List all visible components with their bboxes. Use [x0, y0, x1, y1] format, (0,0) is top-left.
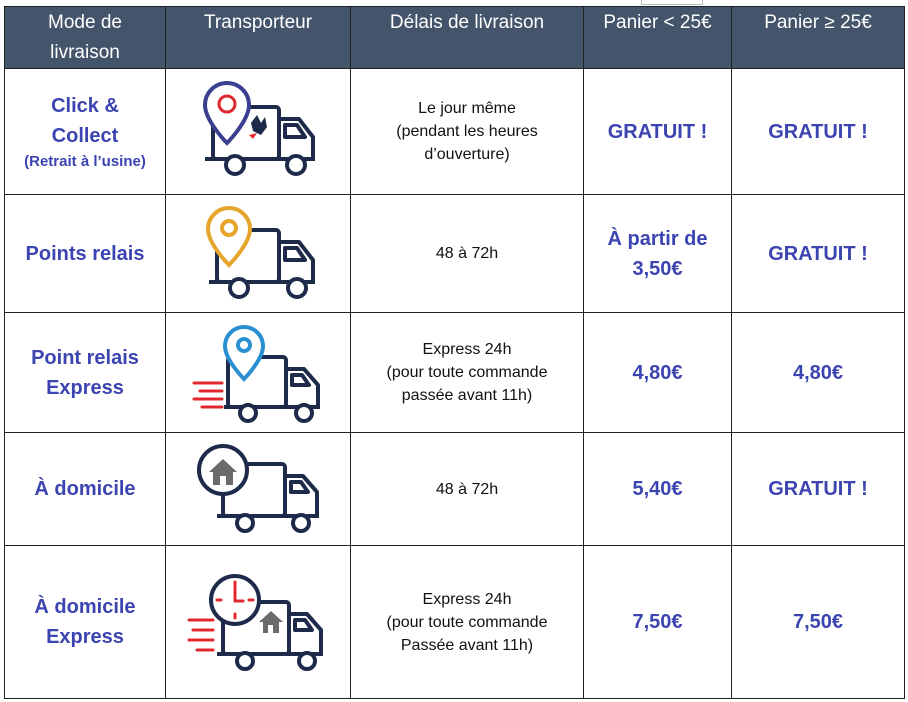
- price-high: GRATUIT !: [768, 120, 868, 143]
- delay-cell: Le jour même (pendant les heures d’ouver…: [350, 68, 584, 195]
- price-low: 7,50€: [632, 611, 683, 633]
- delay-line: Le jour même: [418, 100, 516, 117]
- mode-line: À domicile: [34, 596, 136, 618]
- mode-cell: Points relais: [4, 194, 166, 313]
- delay-line: Express 24h: [422, 341, 512, 358]
- price-low: À partir de: [607, 227, 708, 250]
- mode-line: Collect: [51, 124, 119, 147]
- truck-pin-orange-icon: [205, 205, 315, 299]
- carrier-cell: [165, 545, 351, 699]
- delay-line: 48 à 72h: [435, 245, 499, 262]
- price-high: GRATUIT !: [768, 242, 868, 265]
- carrier-cell: [165, 194, 351, 313]
- mode-line: Express: [46, 376, 124, 399]
- mode-cell: À domicile: [4, 432, 166, 546]
- delay-line: Passée avant 11h): [400, 636, 534, 654]
- header-mode: Mode de livraison: [4, 6, 166, 69]
- price-low: 4,80€: [632, 361, 683, 384]
- price-high-cell: GRATUIT !: [731, 68, 905, 195]
- delay-cell: 48 à 72h: [350, 432, 584, 546]
- price-low-cell: 4,80€: [583, 312, 732, 433]
- price-low-cell: GRATUIT !: [583, 68, 732, 195]
- top-edge-mark: [641, 0, 703, 5]
- fast-truck-pin-blue-icon: [192, 324, 320, 423]
- delivery-table: Mode de livraison Transporteur Délais de…: [4, 6, 905, 699]
- price-high: GRATUIT !: [768, 478, 868, 500]
- truck-pin-logo-icon: [202, 80, 315, 176]
- mode-line: Click &: [51, 94, 119, 117]
- delay-line: d’ouverture): [424, 146, 510, 163]
- price-low-cell: À partir de 3,50€: [583, 194, 732, 313]
- delay-cell: Express 24h (pour toute commande Passée …: [350, 545, 584, 699]
- header-row: Mode de livraison Transporteur Délais de…: [4, 6, 905, 69]
- price-low: 5,40€: [632, 478, 683, 500]
- header-basket-high: Panier ≥ 25€: [731, 6, 905, 69]
- carrier-cell: [165, 68, 351, 195]
- header-carrier: Transporteur: [165, 6, 351, 69]
- mode-cell: Click & Collect (Retrait à l’usine): [4, 68, 166, 195]
- delay-line: passée avant 11h): [401, 387, 533, 404]
- header-basket-low: Panier < 25€: [583, 6, 732, 69]
- price-high: 4,80€: [792, 361, 844, 384]
- mode-line: Point relais: [31, 346, 139, 369]
- price-low: GRATUIT !: [607, 120, 708, 143]
- delay-line: 48 à 72h: [435, 480, 499, 498]
- price-low-cell: 7,50€: [583, 545, 732, 699]
- delay-cell: 48 à 72h: [350, 194, 584, 313]
- delay-line: Express 24h: [422, 590, 512, 608]
- header-delay: Délais de livraison: [350, 6, 584, 69]
- header-mode-line1: Mode de: [48, 12, 122, 33]
- price-high-cell: 4,80€: [731, 312, 905, 433]
- mode-line: Points relais: [25, 242, 145, 265]
- price-low-cell: 5,40€: [583, 432, 732, 546]
- delay-line: (pour toute commande: [386, 613, 548, 631]
- delay-line: (pendant les heures: [396, 123, 538, 140]
- price-high: 7,50€: [792, 611, 844, 633]
- header-mode-line2: livraison: [50, 42, 120, 63]
- price-high-cell: GRATUIT !: [731, 194, 905, 313]
- carrier-cell: [165, 312, 351, 433]
- mode-line: À domicile: [34, 478, 136, 500]
- table-row: Click & Collect (Retrait à l’usine): [4, 68, 905, 195]
- mode-line: Express: [46, 626, 124, 648]
- delay-cell: Express 24h (pour toute commande passée …: [350, 312, 584, 433]
- mode-cell: Point relais Express: [4, 312, 166, 433]
- price-high-cell: GRATUIT !: [731, 432, 905, 546]
- price-high-cell: 7,50€: [731, 545, 905, 699]
- mode-cell: À domicile Express: [4, 545, 166, 699]
- price-low: 3,50€: [632, 257, 683, 280]
- table-row: À domicile: [4, 432, 905, 546]
- table-row: À domicile Express: [4, 545, 905, 699]
- mode-sub: (Retrait à l’usine): [24, 152, 146, 170]
- table-row: Point relais Express: [4, 312, 905, 433]
- fast-truck-clock-home-icon: [187, 574, 323, 671]
- truck-home-icon: [197, 443, 319, 533]
- table-row: Points relais 4: [4, 194, 905, 313]
- carrier-cell: [165, 432, 351, 546]
- delay-line: (pour toute commande: [386, 364, 548, 381]
